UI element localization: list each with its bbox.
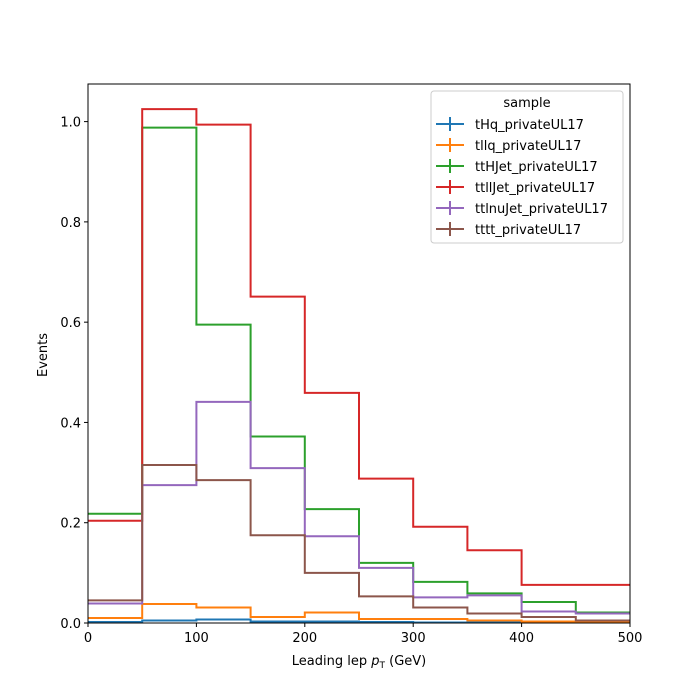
x-tick-label: 500 <box>618 631 643 646</box>
series-line-tttt_privateUL17 <box>88 464 630 622</box>
legend-label: tttt_privateUL17 <box>475 223 581 238</box>
y-tick-label: 0.6 <box>60 316 81 331</box>
x-tick-label: 100 <box>184 631 209 646</box>
y-tick-label: 1.0 <box>60 116 81 131</box>
y-tick-label: 0.2 <box>60 517 81 532</box>
x-tick-label: 400 <box>509 631 534 646</box>
x-axis-label-subscript: T <box>378 661 385 671</box>
legend-entries: tHq_privateUL17 tllq_privateUL17 ttHJet_pr… <box>436 117 608 238</box>
series-line-tHq_privateUL17 <box>88 618 630 624</box>
axes-frame <box>87 83 631 624</box>
legend-entry: tllq_privateUL17 <box>436 138 581 154</box>
legend-label: ttHJet_privateUL17 <box>475 160 598 175</box>
y-tick-label: 0.0 <box>60 617 81 632</box>
legend-entry: ttllJet_privateUL17 <box>436 180 595 196</box>
series-layer <box>88 108 630 624</box>
x-tick-label: 300 <box>401 631 426 646</box>
legend-box <box>430 90 624 244</box>
legend-label: ttllJet_privateUL17 <box>475 181 595 196</box>
x-axis-label-unit: (GeV) <box>385 654 426 669</box>
x-axis: 0 100 200 300 400 500 <box>84 623 643 646</box>
legend-entry: tHq_privateUL17 <box>436 117 584 133</box>
series-line-ttllJet_privateUL17 <box>88 108 630 586</box>
legend-label: tllq_privateUL17 <box>475 139 581 154</box>
y-axis: 0.0 0.2 0.4 0.6 0.8 1.0 <box>60 116 88 632</box>
y-tick-label: 0.8 <box>60 216 81 231</box>
x-tick-label: 0 <box>84 631 92 646</box>
legend: sample tHq_privateUL17 tllq_privateUL17tt… <box>430 90 624 244</box>
x-axis-label-symbol: p <box>370 654 379 669</box>
series-line-tllq_privateUL17 <box>88 602 630 623</box>
x-axis-label: Leading lep pT (GeV) <box>292 654 426 671</box>
legend-title: sample <box>503 96 550 111</box>
x-tick-label: 200 <box>292 631 317 646</box>
y-axis-label: Events <box>36 333 51 377</box>
legend-entry: tttt_privateUL17 <box>436 222 581 238</box>
y-tick-label: 0.4 <box>60 416 81 431</box>
x-axis-label-main: Leading lep <box>292 654 371 669</box>
legend-label: tHq_privateUL17 <box>475 118 584 133</box>
legend-label: ttlnuJet_privateUL17 <box>475 202 608 217</box>
legend-entry: ttHJet_privateUL17 <box>436 159 598 175</box>
legend-entry: ttlnuJet_privateUL17 <box>436 201 608 217</box>
